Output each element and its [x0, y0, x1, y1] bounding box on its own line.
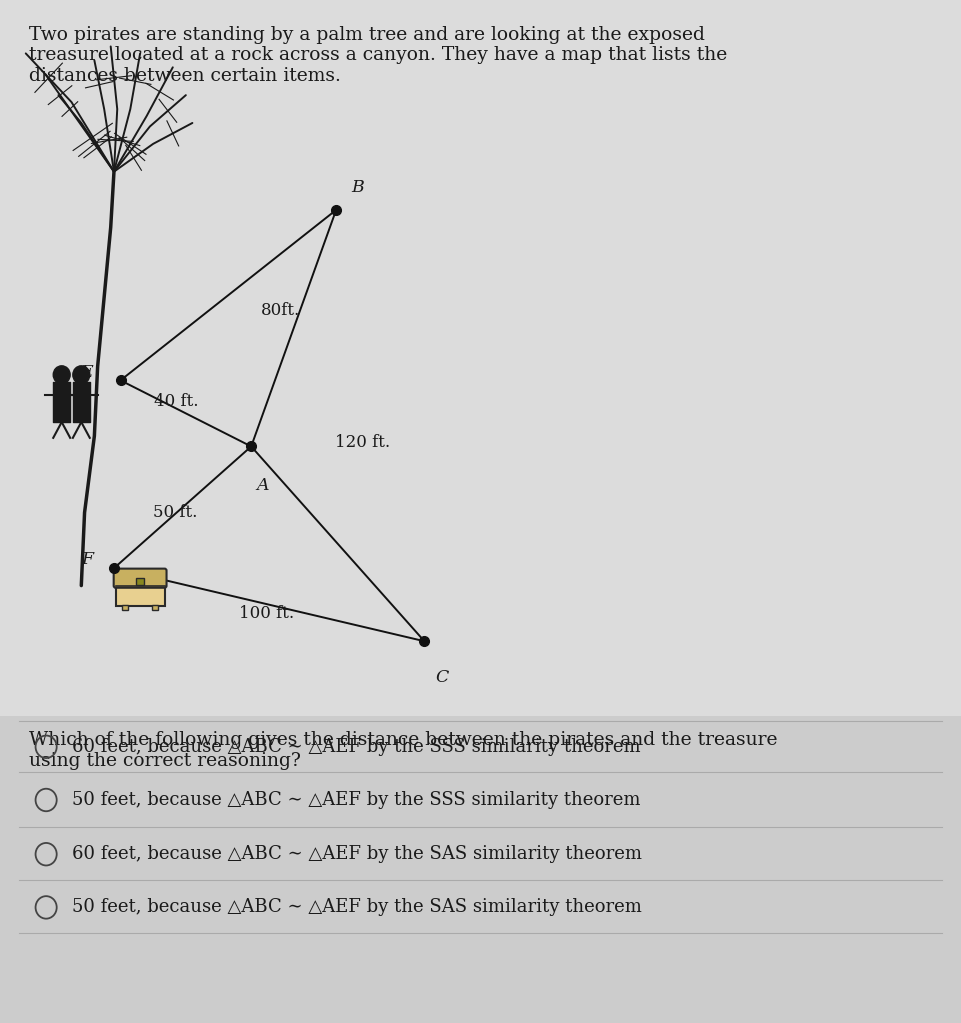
Text: Two pirates are standing by a palm tree and are looking at the exposed
treasure : Two pirates are standing by a palm tree … — [29, 26, 727, 85]
Text: 50 ft.: 50 ft. — [153, 504, 197, 521]
Text: Which of the following gives the distance between the pirates and the treasure
u: Which of the following gives the distanc… — [29, 731, 777, 770]
Text: 80ft.: 80ft. — [261, 302, 300, 319]
Text: E: E — [81, 363, 93, 381]
Text: F: F — [81, 551, 93, 569]
Bar — [115, 572, 164, 606]
FancyBboxPatch shape — [0, 716, 961, 1023]
Circle shape — [53, 366, 70, 384]
Circle shape — [73, 366, 89, 384]
Text: 120 ft.: 120 ft. — [334, 435, 390, 451]
Bar — [122, 605, 129, 610]
Bar — [152, 605, 158, 610]
Text: 60 feet, because △ABC ∼ △AEF by the SSS similarity theorem: 60 feet, because △ABC ∼ △AEF by the SSS … — [72, 738, 641, 756]
Text: A: A — [257, 477, 269, 494]
FancyBboxPatch shape — [113, 569, 166, 588]
Bar — [136, 578, 144, 585]
Text: 40 ft.: 40 ft. — [154, 393, 198, 410]
Text: 100 ft.: 100 ft. — [238, 605, 294, 622]
Text: C: C — [435, 668, 448, 685]
FancyBboxPatch shape — [0, 0, 961, 716]
Text: 50 feet, because △ABC ∼ △AEF by the SSS similarity theorem: 50 feet, because △ABC ∼ △AEF by the SSS … — [72, 791, 641, 809]
Text: 50 feet, because △ABC ∼ △AEF by the SAS similarity theorem: 50 feet, because △ABC ∼ △AEF by the SAS … — [72, 898, 642, 917]
Text: B: B — [351, 179, 363, 196]
Text: 60 feet, because △ABC ∼ △AEF by the SAS similarity theorem: 60 feet, because △ABC ∼ △AEF by the SAS … — [72, 845, 642, 863]
